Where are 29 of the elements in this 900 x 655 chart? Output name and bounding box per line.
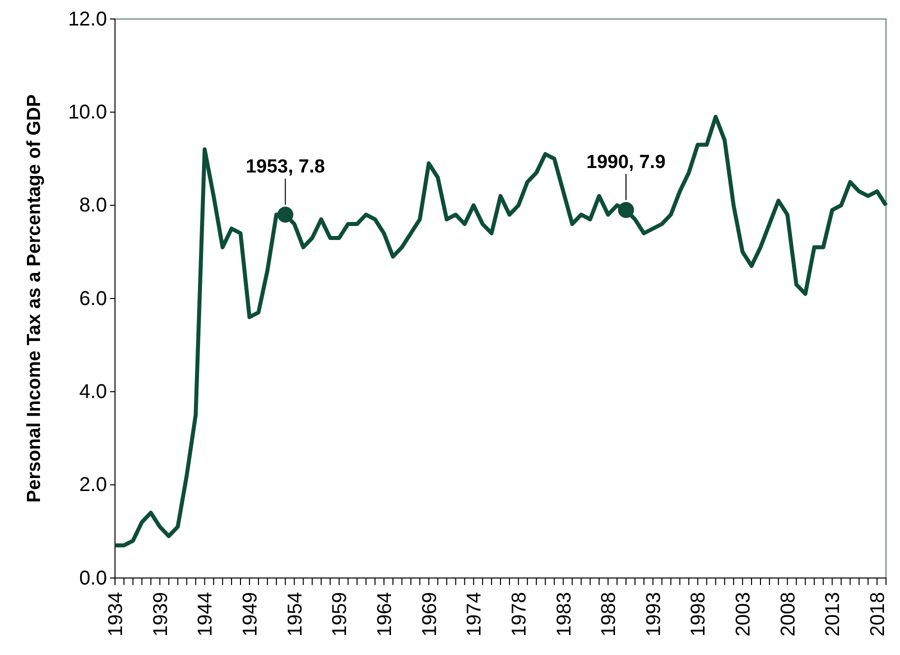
y-tick-label: 2.0: [79, 474, 107, 496]
x-tick-label: 1974: [464, 592, 486, 636]
y-tick-label: 0.0: [79, 567, 107, 590]
x-tick-label: 1969: [418, 592, 441, 636]
x-tick-label: 1959: [329, 592, 352, 636]
y-tick-label: 6.0: [79, 288, 107, 310]
annotation: 1953, 7.8: [246, 156, 325, 178]
x-tick-label: 2018: [867, 592, 890, 636]
x-tick-label: 1978: [508, 592, 530, 636]
x-tick-label: 1964: [374, 592, 396, 636]
x-tick-label: 2003: [732, 592, 755, 636]
line-series: [113, 114, 888, 548]
annotation: 1990, 7.9: [586, 152, 666, 173]
y-axis-title: Personal Income Tax as a Percentage of GDP: [24, 94, 45, 503]
x-tick-label: 1993: [642, 592, 665, 636]
x-tick-label: 1949: [239, 592, 262, 636]
x-tick-label: 1944: [194, 592, 217, 636]
x-tick-label: 1939: [150, 592, 172, 636]
x-tick-label: 1934: [105, 592, 127, 636]
x-tick-label: 1998: [688, 592, 710, 636]
x-tick-label: 1954: [284, 592, 306, 636]
x-tick-label: 2013: [822, 592, 844, 636]
x-tick-label: 1983: [553, 592, 576, 636]
y-tick-label: 4.0: [79, 381, 107, 404]
y-tick-label: 12.0: [68, 8, 107, 30]
x-tick-label: 1988: [598, 592, 620, 636]
x-tick-label: 2008: [777, 592, 800, 636]
y-tick-label: 8.0: [79, 194, 107, 217]
y-tick-label: 10.0: [68, 102, 107, 124]
